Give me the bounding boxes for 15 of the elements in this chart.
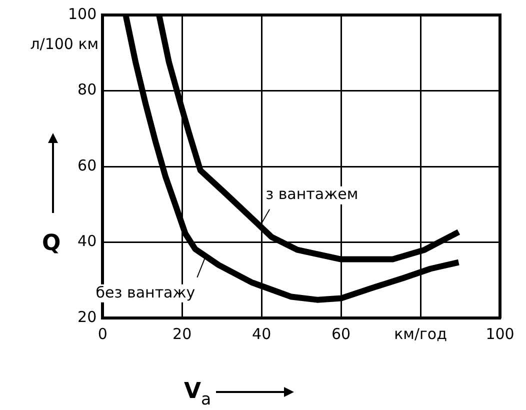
y-tick-label: 100 xyxy=(68,4,97,23)
x-tick-label: 40 xyxy=(252,324,272,343)
x-tick-label: 60 xyxy=(332,324,351,343)
x-tick-label: 0 xyxy=(98,324,108,343)
x-tick-label: 20 xyxy=(172,324,192,343)
y-axis-title: Q xyxy=(42,231,61,256)
y-tick-label: 40 xyxy=(78,232,97,250)
text: л/100 км xyxy=(30,34,99,53)
y-tick-label: 60 xyxy=(78,156,97,174)
y-tick-label: 80 xyxy=(78,80,97,99)
y-tick-label: 20 xyxy=(78,308,97,326)
annotation: з вантажем xyxy=(266,185,358,204)
annotation: без вантажу xyxy=(96,283,196,302)
x-tick-label: 100 xyxy=(486,324,514,343)
x-tick-label: км/год xyxy=(394,324,447,343)
